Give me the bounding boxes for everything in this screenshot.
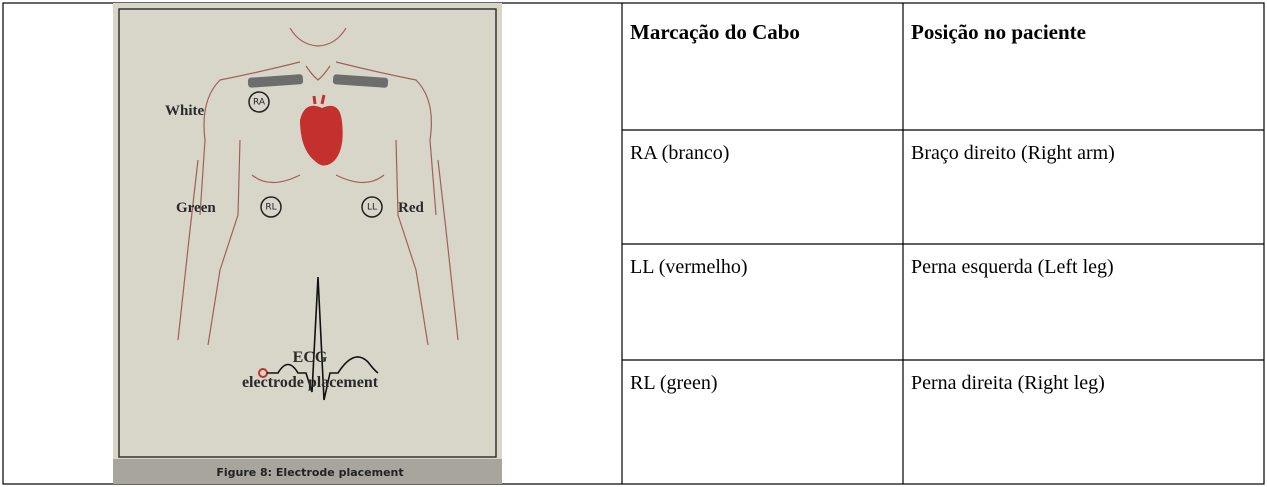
lead-color-label: White: [165, 103, 205, 119]
table-header: Posição no paciente: [911, 20, 1086, 44]
figure-subtitle: electrode placement: [242, 374, 379, 391]
table-cell: RA (branco): [630, 142, 729, 164]
figure-title: ECG: [293, 349, 328, 366]
table-cell: Perna direita (Right leg): [911, 372, 1105, 394]
table-cell: LL (vermelho): [630, 256, 748, 278]
electrode-label: RA: [253, 98, 266, 108]
figure-photo: White RA Green RL LL Red ECG electrode p…: [113, 3, 502, 484]
table-header: Marcação do Cabo: [630, 20, 800, 44]
electrode-label: RL: [265, 203, 276, 213]
figure-caption: Figure 8: Electrode placement: [216, 466, 403, 479]
table-cell: RL (green): [630, 372, 718, 394]
lead-color-label: Green: [176, 200, 216, 216]
table-cell: Perna esquerda (Left leg): [911, 256, 1114, 278]
electrode-label: LL: [367, 203, 377, 213]
table-cell: Braço direito (Right arm): [911, 142, 1115, 164]
lead-color-label: Red: [398, 200, 424, 216]
